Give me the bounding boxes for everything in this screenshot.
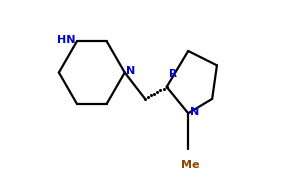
Text: N: N bbox=[190, 107, 199, 117]
Text: HN: HN bbox=[57, 35, 76, 45]
Text: N: N bbox=[126, 66, 135, 76]
Text: R: R bbox=[169, 69, 177, 79]
Text: Me: Me bbox=[181, 160, 200, 170]
